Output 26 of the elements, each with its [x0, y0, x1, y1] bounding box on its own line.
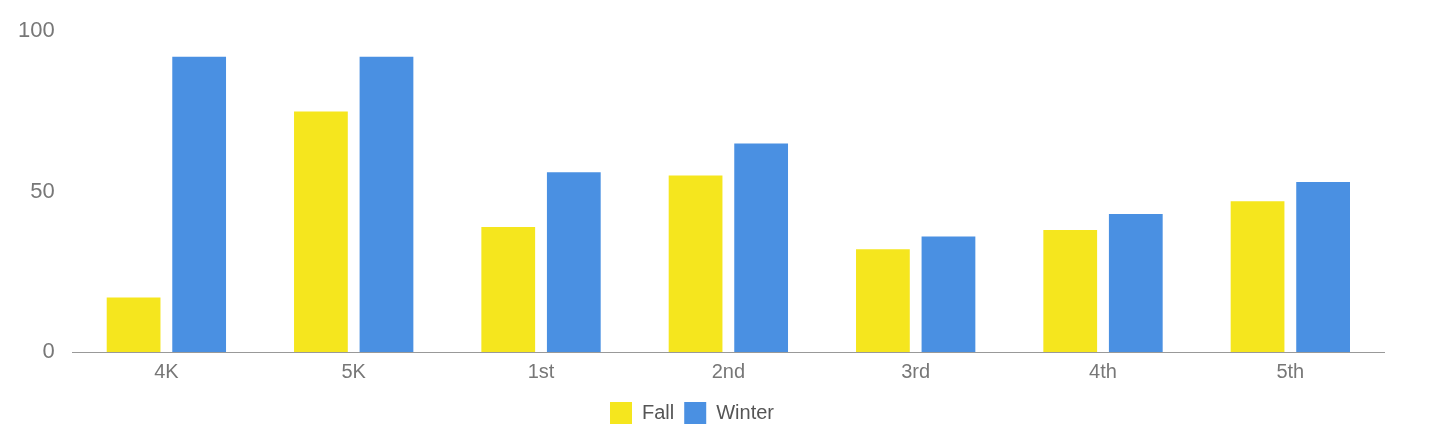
y-tick-label: 100 — [17, 17, 55, 43]
y-tick-label: 0 — [42, 338, 55, 364]
x-tick-label: 4K — [154, 359, 180, 382]
x-tick-label: 5K — [341, 359, 367, 382]
bar — [294, 111, 348, 352]
bar — [106, 297, 161, 352]
bar — [1043, 230, 1098, 352]
legend-label: Winter — [716, 400, 775, 423]
bar — [359, 56, 414, 352]
x-tick-label: 3rd — [901, 359, 931, 382]
bar — [481, 226, 536, 352]
bar — [1296, 181, 1350, 352]
bar — [856, 249, 910, 352]
x-tick-label: 1st — [527, 359, 555, 382]
bar — [734, 143, 789, 352]
bar — [668, 175, 723, 352]
bar — [1230, 201, 1285, 352]
x-tick-label: 2nd — [711, 359, 746, 382]
legend-label: Fall — [642, 400, 675, 423]
bar — [921, 236, 976, 352]
bar — [172, 56, 227, 352]
bar — [1108, 214, 1163, 352]
x-tick-label: 4th — [1089, 359, 1117, 382]
y-tick-label: 50 — [30, 177, 55, 203]
x-tick-label: 5th — [1276, 359, 1305, 382]
bar — [546, 172, 601, 352]
